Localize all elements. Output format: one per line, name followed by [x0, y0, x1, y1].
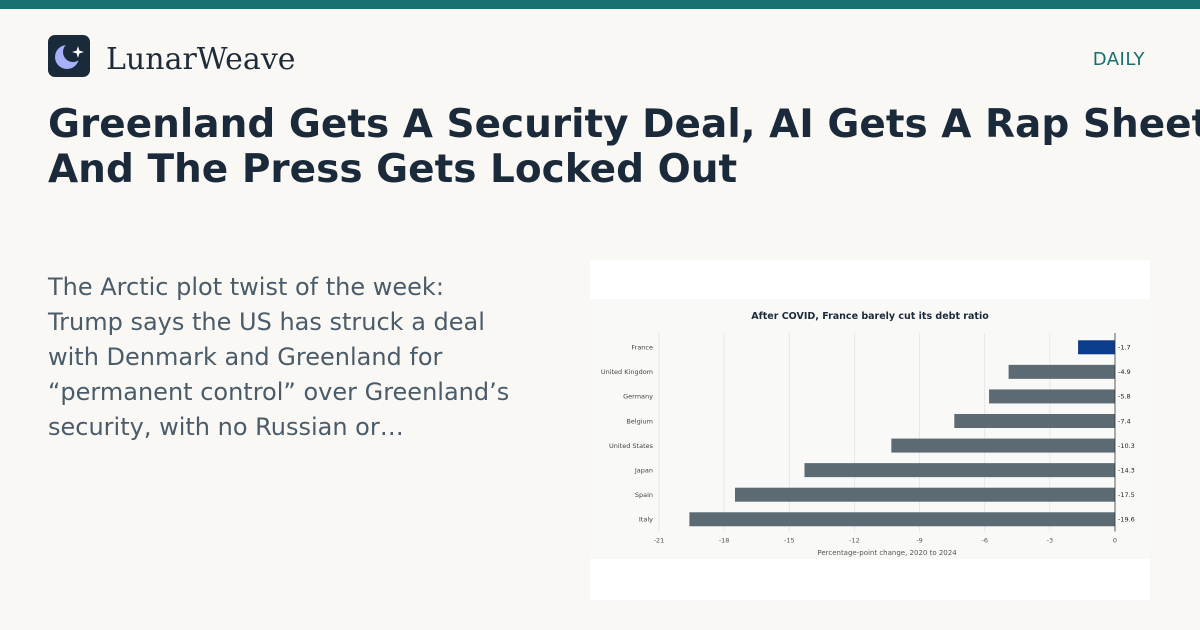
bar-united-kingdom: [1008, 364, 1115, 379]
category-label: United States: [609, 442, 654, 450]
excerpt-line: “permanent control” over Greenland’s: [48, 378, 510, 406]
data-label: -14.3: [1118, 466, 1135, 474]
article-excerpt: The Arctic plot twist of the week: Trump…: [48, 270, 548, 445]
x-tick-label: 0: [1113, 537, 1117, 545]
x-axis-label: Percentage-point change, 2020 to 2024: [817, 549, 957, 557]
bar-italy: [689, 512, 1115, 527]
bar-france: [1078, 340, 1115, 355]
x-tick-label: -15: [784, 537, 795, 545]
excerpt-line: with Denmark and Greenland for: [48, 343, 443, 371]
data-label: -7.4: [1118, 417, 1131, 425]
excerpt-line: Trump says the US has struck a deal: [48, 308, 485, 336]
data-label: -17.5: [1118, 491, 1135, 499]
data-label: -10.3: [1118, 442, 1135, 450]
chart-title: After COVID, France barely cut its debt …: [751, 311, 989, 322]
category-label: United Kingdom: [601, 368, 653, 376]
data-label: -19.6: [1118, 516, 1135, 524]
x-tick-label: -9: [916, 537, 922, 545]
x-tick-label: -6: [981, 537, 987, 545]
x-tick-label: -18: [719, 537, 730, 545]
category-label: Spain: [635, 491, 653, 499]
brand-name[interactable]: LunarWeave: [106, 42, 296, 77]
x-tick-label: -3: [1047, 537, 1053, 545]
category-label: Belgium: [626, 417, 653, 425]
x-tick-label: -12: [849, 537, 860, 545]
article-headline[interactable]: Greenland Gets A Security Deal, AI Gets …: [48, 102, 1200, 192]
moon-sparkle-icon[interactable]: [48, 35, 90, 77]
bar-spain: [735, 487, 1115, 502]
excerpt-line: security, with no Russian or…: [48, 413, 404, 441]
data-label: -4.9: [1118, 368, 1131, 376]
chart-panel: After COVID, France barely cut its debt …: [590, 299, 1150, 559]
bar-united-states: [891, 438, 1115, 453]
data-label: -5.8: [1118, 393, 1131, 401]
debt-ratio-bar-chart: After COVID, France barely cut its debt …: [601, 311, 1135, 557]
bar-japan: [804, 463, 1115, 478]
category-label: Japan: [634, 466, 653, 474]
category-label: Italy: [639, 516, 653, 524]
bar-belgium: [954, 413, 1115, 428]
category-label: Germany: [623, 393, 653, 401]
category-label: France: [631, 344, 653, 352]
chart-card: After COVID, France barely cut its debt …: [590, 260, 1150, 600]
headline-line: Greenland Gets A Security Deal, AI Gets …: [48, 102, 1200, 147]
data-label: -1.7: [1118, 344, 1131, 352]
x-tick-label: -21: [654, 537, 665, 545]
section-label[interactable]: DAILY: [1092, 49, 1145, 70]
top-accent-bar: [0, 0, 1200, 9]
headline-line: And The Press Gets Locked Out: [48, 147, 738, 192]
bar-germany: [989, 389, 1115, 404]
excerpt-line: The Arctic plot twist of the week:: [48, 273, 444, 301]
